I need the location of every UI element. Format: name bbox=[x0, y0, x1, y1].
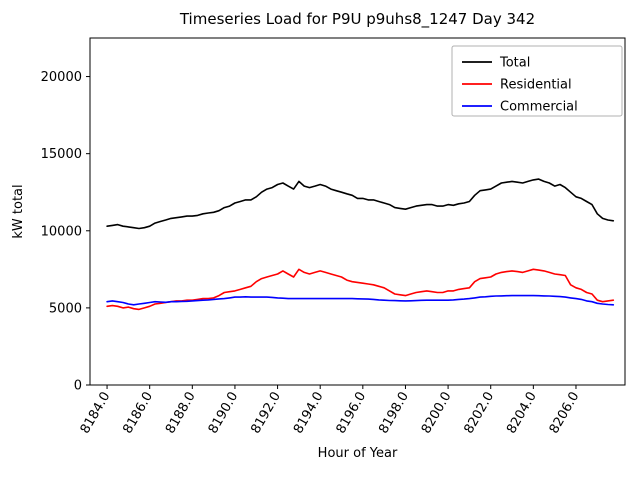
x-axis-label: Hour of Year bbox=[318, 446, 398, 461]
x-tick-label: 8202.0 bbox=[461, 390, 497, 437]
y-tick-label: 15000 bbox=[41, 147, 82, 162]
series-line-commercial bbox=[106, 294, 615, 306]
y-tick-label: 5000 bbox=[49, 301, 82, 316]
x-tick-label: 8186.0 bbox=[120, 390, 156, 437]
x-tick-label: 8184.0 bbox=[78, 390, 114, 437]
legend-label-commercial: Commercial bbox=[500, 100, 578, 115]
legend-box bbox=[451, 45, 623, 117]
legend-label-residential: Residential bbox=[500, 78, 572, 93]
y-tick-label: 20000 bbox=[41, 70, 82, 85]
y-tick-label: 0 bbox=[74, 379, 82, 394]
series-line-total bbox=[106, 178, 615, 230]
y-tick-label: 10000 bbox=[41, 224, 82, 239]
legend-label-total: Total bbox=[499, 56, 530, 71]
chart-title: Timeseries Load for P9U p9uhs8_1247 Day … bbox=[179, 10, 535, 29]
x-tick-label: 8190.0 bbox=[206, 390, 242, 437]
x-tick-label: 8198.0 bbox=[376, 390, 412, 437]
axes-frame bbox=[89, 37, 626, 386]
x-tick-label: 8196.0 bbox=[334, 390, 370, 437]
x-tick-label: 8206.0 bbox=[547, 390, 583, 437]
x-tick-label: 8192.0 bbox=[248, 390, 284, 437]
x-tick-label: 8200.0 bbox=[419, 390, 455, 437]
y-axis-label: kW total bbox=[11, 184, 26, 238]
x-tick-label: 8188.0 bbox=[163, 390, 199, 437]
x-tick-label: 8194.0 bbox=[291, 390, 327, 437]
x-tick-label: 8204.0 bbox=[504, 390, 540, 437]
